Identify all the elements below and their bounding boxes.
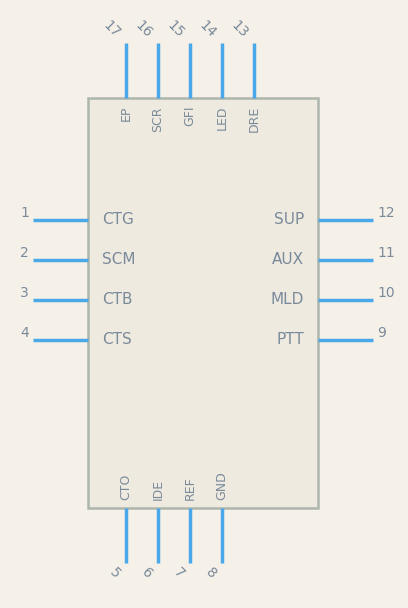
Text: CTG: CTG: [102, 213, 134, 227]
Text: 1: 1: [20, 206, 29, 220]
Text: 11: 11: [377, 246, 395, 260]
Text: PTT: PTT: [276, 333, 304, 348]
Text: CTB: CTB: [102, 292, 133, 308]
Text: 15: 15: [165, 19, 187, 41]
Text: 9: 9: [377, 326, 386, 340]
Text: 4: 4: [20, 326, 29, 340]
Text: 17: 17: [101, 19, 123, 41]
Text: SCM: SCM: [102, 252, 135, 268]
Text: 5: 5: [107, 565, 123, 581]
Text: EP: EP: [120, 106, 133, 122]
Text: 2: 2: [20, 246, 29, 260]
Text: 7: 7: [171, 565, 187, 581]
Text: 16: 16: [133, 19, 155, 41]
Text: CTO: CTO: [120, 474, 133, 500]
Text: LED: LED: [215, 106, 228, 131]
Text: MLD: MLD: [271, 292, 304, 308]
Bar: [88, 98, 318, 508]
Text: GND: GND: [215, 471, 228, 500]
Text: SCR: SCR: [151, 106, 164, 131]
Text: 10: 10: [377, 286, 395, 300]
Text: 14: 14: [197, 19, 219, 41]
Text: SUP: SUP: [274, 213, 304, 227]
Text: GFI: GFI: [184, 106, 197, 126]
Text: 12: 12: [377, 206, 395, 220]
Text: IDE: IDE: [151, 479, 164, 500]
Text: CTS: CTS: [102, 333, 132, 348]
Text: 3: 3: [20, 286, 29, 300]
Text: 6: 6: [139, 565, 155, 581]
Text: DRE: DRE: [248, 106, 260, 133]
Text: AUX: AUX: [272, 252, 304, 268]
Text: 8: 8: [203, 565, 219, 581]
Text: REF: REF: [184, 476, 197, 500]
Text: 13: 13: [228, 19, 251, 41]
